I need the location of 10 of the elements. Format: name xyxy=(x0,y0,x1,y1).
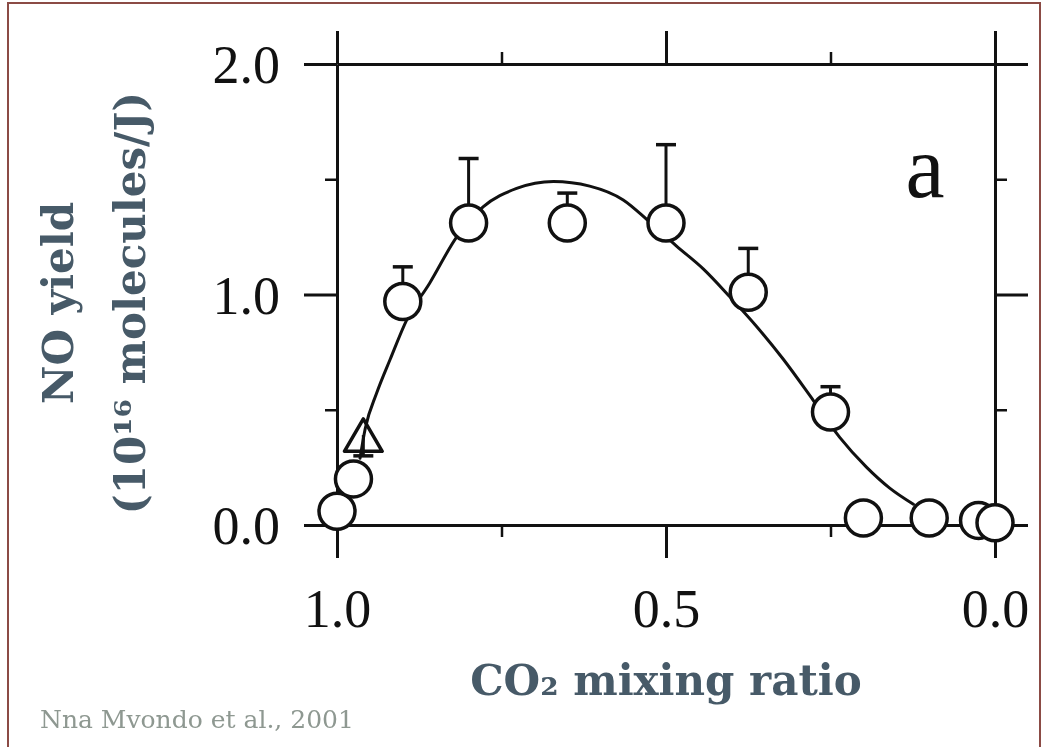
y-tick-label: 0.0 xyxy=(212,496,280,557)
x-tick-label: 0.5 xyxy=(632,579,701,639)
y-tick-label: 1.0 xyxy=(212,265,280,326)
x-tick-label: 0.0 xyxy=(961,579,1030,639)
text: Nna Mvondo et al., 2001 xyxy=(40,705,354,734)
x-axis-title: CO₂ mixing ratio xyxy=(470,656,862,705)
x-tick-label: 1.0 xyxy=(303,579,372,639)
y-tick-label: 2.0 xyxy=(212,35,280,96)
annotation: a xyxy=(905,119,945,216)
y-axis-title: NO yield (10¹⁶ molecules/J) xyxy=(33,91,155,515)
